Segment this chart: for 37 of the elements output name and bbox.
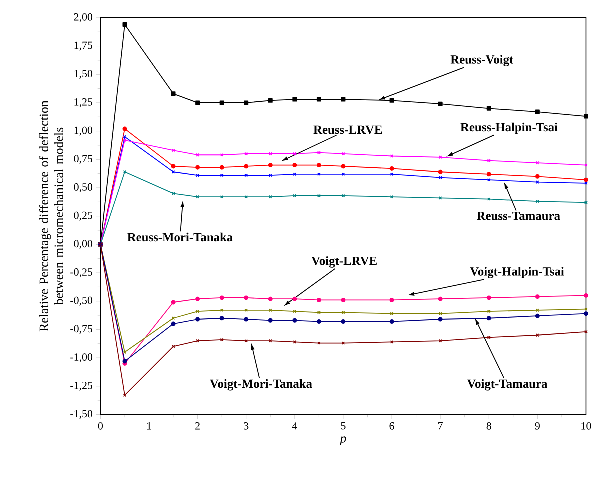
- y-tick-label: 2,00: [74, 14, 93, 23]
- x-tick-label: 7: [438, 422, 443, 430]
- x-tick-label: 2: [196, 422, 200, 430]
- x-tick-label: 0: [98, 422, 104, 430]
- y-tick-label: 1,50: [74, 70, 93, 80]
- x-tick-label: 5: [341, 422, 346, 430]
- x-tick-label: 8: [486, 422, 492, 430]
- x-tick-label: 3: [244, 422, 249, 430]
- y-tick-label: 1,75: [74, 42, 93, 51]
- y-tick-label: 0,50: [74, 184, 93, 193]
- y-axis-title: Relative Percentage difference of deflection between micromechanical models: [39, 101, 64, 332]
- y-tick-label: -1,25: [70, 382, 93, 392]
- annotation: Voigt-Mori-Tanaka: [210, 380, 312, 391]
- y-tick-label: 0,25: [74, 212, 93, 222]
- y-tick-label: -0,50: [70, 297, 93, 306]
- annotation: Voigt-LRVE: [312, 256, 377, 268]
- x-tick-label: 1: [147, 422, 152, 430]
- y-tick-label: 1,25: [74, 98, 93, 108]
- y-tick-label: -0,75: [70, 325, 93, 334]
- y-tick-label: -0,25: [70, 268, 93, 278]
- x-tick-label: 4: [292, 422, 298, 430]
- x-tick-label: 9: [535, 422, 540, 430]
- annotation: Reuss-LRVE: [314, 126, 382, 134]
- y-tick-label: -1,00: [70, 354, 93, 363]
- y-tick-label: -1,50: [70, 410, 93, 420]
- x-tick-label: 10: [582, 422, 592, 430]
- x-axis-title: p: [339, 436, 346, 446]
- x-tick-label: 6: [390, 422, 394, 430]
- annotation: Reuss-Tamaura: [477, 212, 560, 220]
- y-tick-label: 0,75: [74, 155, 93, 164]
- annotation: Reuss-Voigt: [450, 55, 514, 67]
- annotation: Reuss-Halpin-Tsai: [460, 123, 558, 134]
- y-tick-label: 1,00: [74, 127, 93, 136]
- annotation: Reuss-Mori-Tanaka: [128, 233, 233, 242]
- y-tick-label: 0,00: [74, 240, 93, 250]
- annotation: Voigt-Tamaura: [467, 380, 548, 391]
- annotation: Voigt-Halpin-Tsai: [470, 267, 564, 279]
